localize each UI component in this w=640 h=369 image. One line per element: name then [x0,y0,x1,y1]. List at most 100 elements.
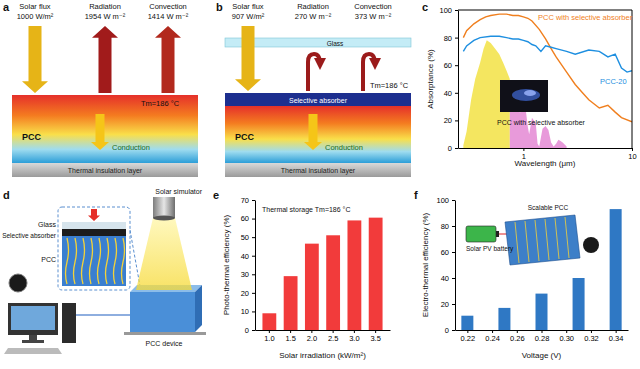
bar [347,220,361,330]
tick-mark [566,330,567,333]
tick-label: 70 [241,196,249,205]
chart-2: 0.220.240.260.280.300.320.34020406080100… [421,196,629,360]
scalable-pcc [505,215,580,265]
tick-label: 10 [628,152,636,161]
tick-mark [252,256,255,257]
light-arrow [88,209,100,221]
axis-line [255,201,256,331]
figure: abcdefThermal insulation layerSolar flux… [0,0,640,369]
glass-label: Glass [38,221,56,228]
tick-label: 2.0 [307,334,317,343]
inset-device [466,215,599,265]
bar [610,209,622,330]
y-axis-title: Electro-thermal efficiency (%) [421,213,430,318]
tick-mark [452,330,455,331]
panel-letter: c [422,1,428,13]
heater-line [555,218,559,259]
device-side [195,285,202,332]
convection-label: Convection [354,2,392,11]
bar [305,244,319,330]
pcc-label: PCC [235,132,255,142]
tick-label: 100 [436,196,449,205]
pcc-strand [114,238,117,284]
tick-label: 20 [441,300,449,309]
glass-label: Glass [327,40,344,47]
axis-line [455,201,456,331]
tick: 50 [241,233,255,242]
tick-label: 0.28 [535,334,550,343]
pcc-strand [98,238,101,284]
sample-photo [583,237,599,253]
monitor-stand [29,335,37,340]
x-axis-title: Voltage (V) [522,351,562,360]
figure-svg: abcdefThermal insulation layerSolar flux… [0,0,640,369]
solar-arrow [22,26,48,93]
tick-mark [290,330,291,333]
temperature-label: Tm=186 °C [141,99,180,108]
convection-value: 373 W m⁻² [355,12,392,21]
tick-mark [252,330,255,331]
tick-label: 50 [241,233,249,242]
tick: 0.30 [559,330,574,343]
axis-line [256,330,391,331]
panel-panel_b: Selective absorberGlassThermal insulatio… [225,2,411,177]
solar-label: Solar flux [232,2,264,11]
tick: 2.0 [307,330,317,343]
tick-mark [452,226,455,227]
tick-mark [467,330,468,333]
heater-line [525,221,529,262]
bar [369,218,383,330]
pcc-block [225,106,411,163]
tick: 1.5 [285,330,295,343]
insulation-label: Thermal insulation layer [68,167,143,175]
tick-mark [452,304,455,305]
tick-label: 1.0 [264,334,274,343]
annotation: Thermal storage Tm=186 °C [262,206,350,214]
tick-label: 60 [441,248,449,257]
y-axis-title: Photo-thermal efficiency (%) [222,215,231,316]
screen [11,306,55,330]
y-axis-title: Absorptance (%) [426,49,435,109]
tick-mark [252,219,255,220]
series-label: PCC-20 [600,77,627,86]
device-label: PCC device [146,340,183,347]
tick: 10 [628,148,636,161]
convection-label: Convection [149,2,187,11]
tick-label: 1.5 [285,334,295,343]
tick-label: 20 [241,289,249,298]
pcc-strand [82,238,85,284]
tick: 80 [444,34,458,43]
tick-label: 40 [444,89,452,98]
tick-mark [333,330,334,333]
tick: 10 [241,307,255,316]
tick-label: 0 [445,326,449,335]
x-axis: 0.220.240.260.280.300.320.34 [456,330,629,343]
tick: 40 [444,89,458,98]
glass [62,222,126,229]
tick-label: 20 [444,116,452,125]
zoom-frame [58,207,130,290]
tick-mark [452,252,455,253]
tick-label: 100 [439,6,452,15]
bar [498,308,510,330]
tick-label: 80 [441,222,449,231]
conduction-label: Conduction [112,143,150,152]
tick: 40 [441,274,455,283]
series-line [463,14,632,122]
solar-arrow [235,26,261,91]
tick-mark [252,274,255,275]
conduction-label: Conduction [325,143,363,152]
tick: 60 [241,214,255,223]
absorber-label: Selective absorber [2,232,57,239]
tick-mark [492,330,493,333]
monitor [8,303,58,335]
radiation-label: Radiation [297,2,329,11]
tick-label: 30 [241,270,249,279]
table [124,332,206,335]
tick-label: 0 [448,144,452,153]
pcc-label: PCC [22,132,42,142]
tick-mark [632,148,633,151]
tick-mark [354,330,355,333]
tick: 20 [241,289,255,298]
simulator-label: Solar simulator [155,188,202,195]
